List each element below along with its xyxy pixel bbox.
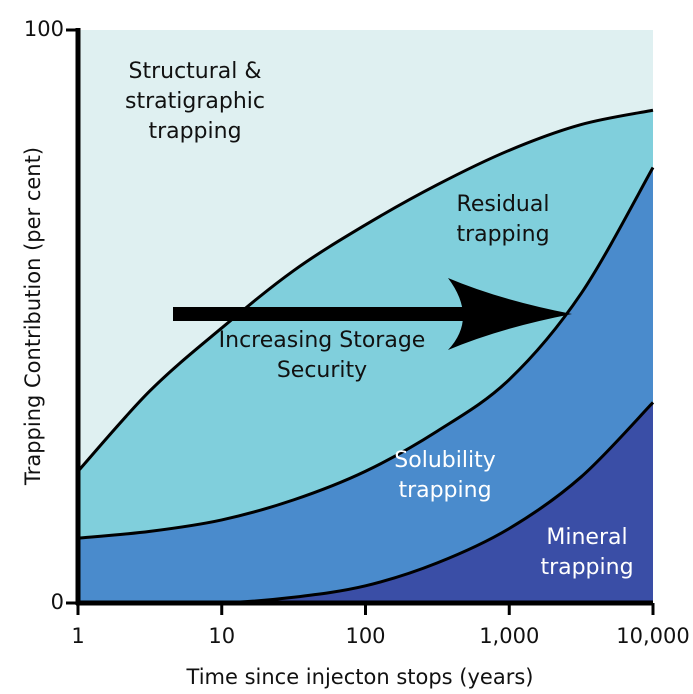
x-tick-label: 1,000 — [479, 624, 539, 648]
arrow-head — [448, 278, 572, 350]
x-tick-label: 100 — [345, 624, 385, 648]
region-label: Mineral trapping — [540, 525, 634, 580]
x-tick-label: 10,000 — [616, 624, 689, 648]
boundary-line — [77, 166, 655, 540]
region-label: Residual trapping — [456, 192, 550, 247]
y-axis-label: Trapping Contribution (per cent) — [21, 147, 45, 486]
arrow-shaft — [173, 307, 523, 321]
y-tick-label: 100 — [24, 17, 64, 41]
area — [78, 402, 653, 604]
y-tick-label: 0 — [51, 590, 64, 614]
axes: 0 100 1 10 100 1,000 10,000 — [24, 17, 690, 648]
x-tick-label: 10 — [208, 624, 235, 648]
arrow — [173, 278, 572, 350]
areas — [76, 30, 655, 605]
area — [78, 167, 653, 604]
region-label: Solubility trapping — [394, 448, 496, 503]
annotation: Increasing Storage Security — [218, 328, 426, 383]
region-label: Structural & stratigraphic trapping — [125, 59, 265, 144]
x-axis-label: Time since injecton stops (years) — [186, 665, 534, 689]
area — [78, 30, 653, 472]
area — [78, 110, 653, 539]
boundary-line — [76, 108, 654, 473]
x-tick-label: 1 — [71, 624, 84, 648]
